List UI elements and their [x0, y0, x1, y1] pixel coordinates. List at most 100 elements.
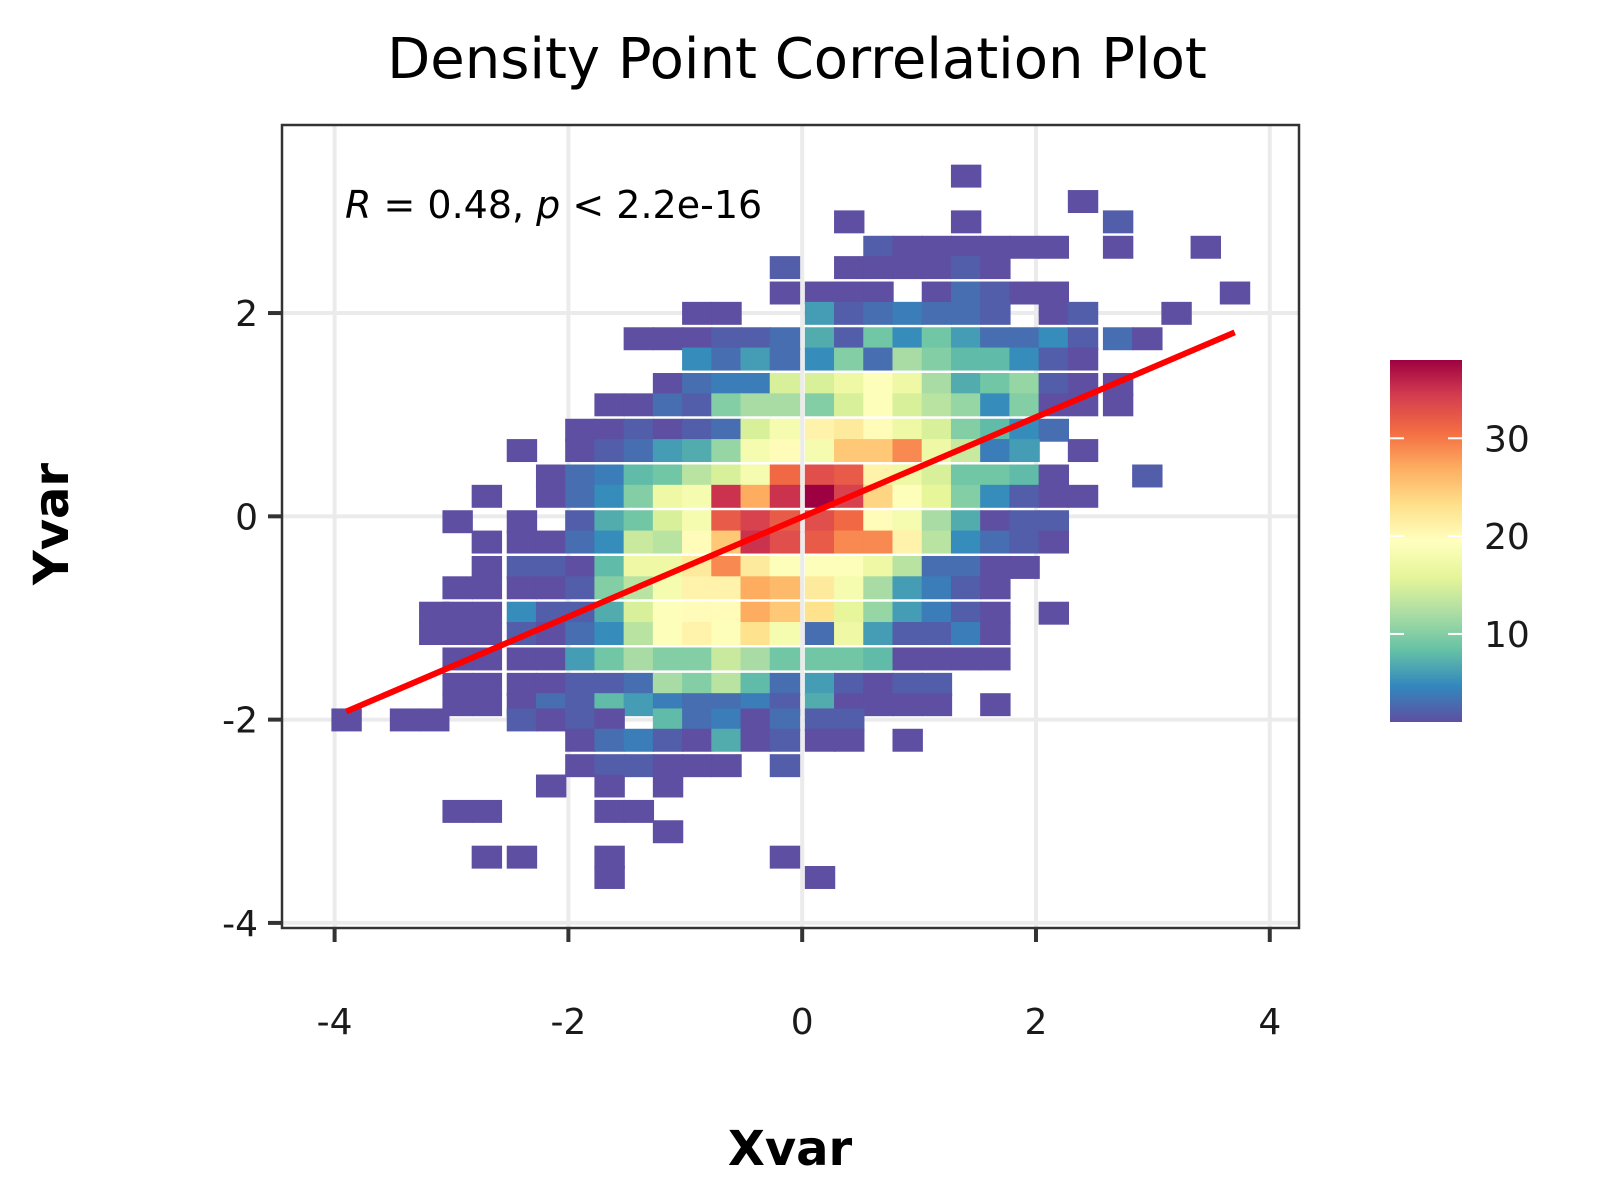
density-tile [892, 393, 923, 417]
density-tile [471, 845, 503, 869]
density-tile [623, 439, 655, 463]
density-tile [594, 754, 625, 778]
x-axis-title: Xvar [728, 1121, 853, 1177]
density-tile [950, 210, 982, 234]
density-tile [594, 439, 625, 463]
density-tile [863, 327, 894, 351]
legend-tick-label: 10 [1484, 615, 1530, 656]
density-tile [921, 281, 953, 305]
density-tile [594, 464, 625, 488]
density-tile [1038, 281, 1070, 305]
density-tile [652, 708, 684, 732]
density-tile [921, 530, 953, 554]
density-tile [892, 301, 923, 325]
density-tile [863, 373, 894, 396]
density-tile [980, 301, 1011, 325]
density-tile [921, 622, 953, 646]
legend-tick-label: 30 [1484, 419, 1530, 460]
density-tile [863, 418, 894, 442]
density-tile [834, 347, 865, 371]
regression-line [345, 329, 1236, 715]
density-tile [594, 866, 625, 889]
density-tile [921, 301, 953, 325]
density-tile [652, 393, 684, 417]
density-tile [594, 708, 625, 732]
density-tile [442, 601, 473, 625]
density-tile [740, 393, 771, 417]
density-tile [442, 693, 473, 717]
density-tile [623, 464, 655, 488]
density-tile [471, 693, 503, 717]
density-tile [1009, 347, 1040, 371]
density-tile [471, 530, 503, 554]
density-tile [740, 373, 771, 396]
density-tile [682, 754, 713, 778]
r-value: = 0.48, [371, 183, 536, 227]
density-tile [892, 347, 923, 371]
density-tile [419, 622, 450, 646]
y-tick-label: -4 [222, 904, 258, 945]
density-tile [1009, 464, 1040, 488]
density-tile [740, 622, 771, 646]
y-axis: -4 -2 0 2 [222, 294, 282, 945]
density-tile [950, 647, 982, 671]
density-tile [652, 672, 684, 696]
density-tile [740, 464, 771, 488]
density-tile [804, 622, 836, 646]
density-tile [804, 301, 836, 325]
density-tile [711, 555, 742, 579]
density-tile [980, 235, 1011, 259]
p-label: p [535, 183, 560, 227]
density-tile [1009, 555, 1040, 579]
density-tile [682, 708, 713, 732]
density-tile [950, 601, 982, 625]
density-tile [565, 672, 596, 696]
x-tick-label: -2 [550, 1002, 586, 1043]
density-tile [682, 347, 713, 371]
density-tile [1102, 327, 1134, 351]
density-tile [442, 510, 473, 534]
density-tile [1009, 484, 1040, 508]
density-tile [863, 347, 894, 371]
density-tile [565, 555, 596, 579]
density-tile [769, 484, 801, 508]
density-tile [1067, 301, 1099, 325]
density-tile [980, 510, 1011, 534]
density-tile [594, 647, 625, 671]
density-tile [682, 327, 713, 351]
density-tile [834, 256, 865, 280]
density-tile [1038, 601, 1070, 625]
correlation-annotation: R = 0.48, p < 2.2e-16 [345, 183, 762, 227]
density-tile [623, 647, 655, 671]
density-tile [804, 347, 836, 371]
density-tile [834, 728, 865, 752]
density-tile [804, 510, 836, 534]
density-tile [950, 576, 982, 600]
density-tile [921, 347, 953, 371]
density-tile [652, 647, 684, 671]
density-tile [950, 301, 982, 325]
density-tile [980, 601, 1011, 625]
x-tick-label: -4 [317, 1002, 353, 1043]
density-tile [652, 728, 684, 752]
density-tile [565, 510, 596, 534]
density-tile [711, 484, 742, 508]
density-tile [804, 484, 836, 508]
density-tile [863, 439, 894, 463]
density-tile [834, 373, 865, 396]
density-tile [921, 464, 953, 488]
color-legend: 10 20 30 [1390, 360, 1530, 722]
density-tile [565, 464, 596, 488]
density-tile [652, 439, 684, 463]
density-tile [863, 393, 894, 417]
legend-tick-label: 20 [1484, 517, 1530, 558]
density-tile [804, 866, 836, 889]
density-tile [892, 601, 923, 625]
density-tile [565, 728, 596, 752]
density-tile [623, 693, 655, 717]
density-tile [711, 393, 742, 417]
density-tile [863, 530, 894, 554]
density-tile [682, 530, 713, 554]
density-tile [769, 601, 801, 625]
